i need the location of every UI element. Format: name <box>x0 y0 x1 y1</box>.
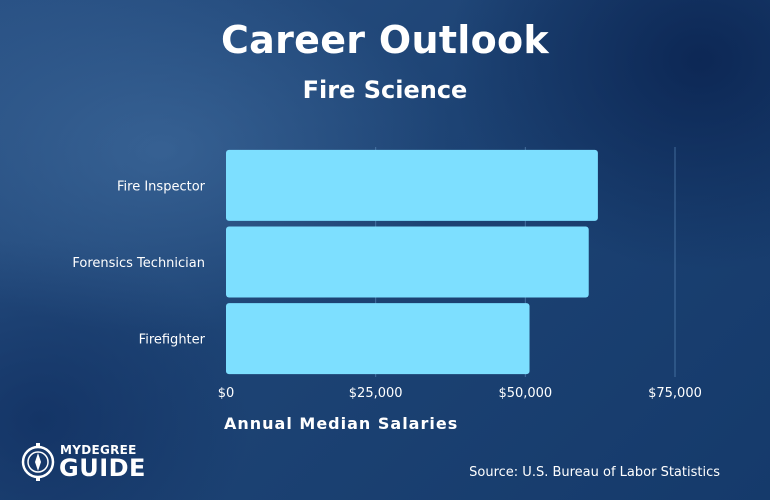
bar <box>226 226 589 298</box>
mydegreeguide-logo: MYDEGREE GUIDE <box>20 440 150 484</box>
source-note: Source: U.S. Bureau of Labor Statistics <box>469 465 720 480</box>
category-labels: Fire Inspector Forensics Technician Firefi… <box>72 179 205 347</box>
logo-text-top: MYDEGREE <box>60 443 137 457</box>
chart-subtitle: Fire Science <box>302 76 468 104</box>
category-label: Fire Inspector <box>117 179 206 194</box>
x-tick-labels: $0 $25,000 $50,000 $75,000 <box>218 386 702 401</box>
x-tick-label: $75,000 <box>648 386 702 401</box>
x-tick-label: $25,000 <box>349 386 403 401</box>
x-tick-label: $0 <box>218 386 235 401</box>
compass-icon <box>21 443 55 481</box>
bar <box>226 149 598 221</box>
logo-text-bottom: GUIDE <box>59 454 146 482</box>
x-tick-label: $50,000 <box>498 386 552 401</box>
bar <box>226 303 530 375</box>
bars <box>226 149 598 375</box>
chart-title: Career Outlook <box>220 18 550 62</box>
category-label: Forensics Technician <box>72 256 205 271</box>
x-axis-label: Annual Median Salaries <box>224 414 459 433</box>
category-label: Firefighter <box>139 333 206 348</box>
